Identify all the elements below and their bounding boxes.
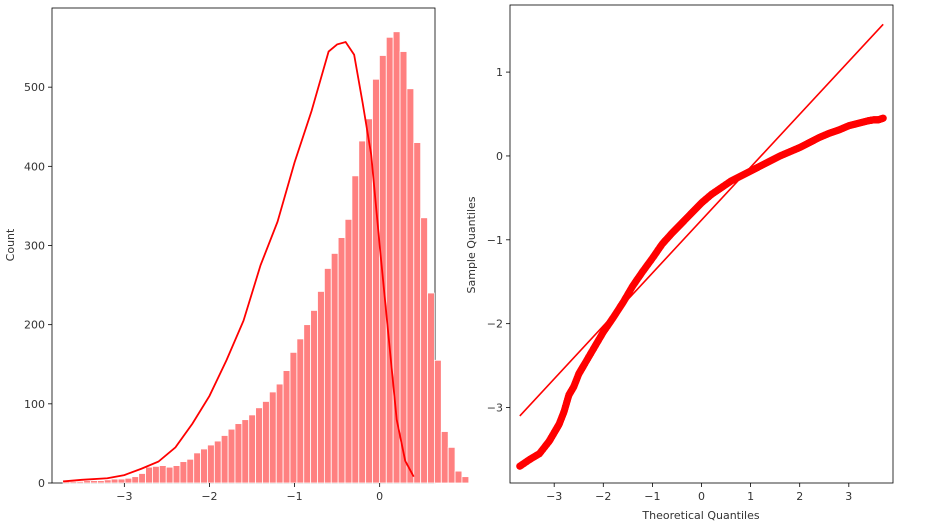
qq-axes-frame <box>509 4 894 484</box>
histogram-kde-line <box>62 40 415 483</box>
qq-reference-line <box>519 23 884 417</box>
histogram-bar <box>248 414 257 484</box>
histogram-bar <box>337 237 346 484</box>
histogram-y-tick-label: 0 <box>38 477 45 490</box>
histogram-bar <box>165 466 174 484</box>
histogram-bar <box>179 461 188 484</box>
qq-x-axis-label: Theoretical Quantiles <box>641 509 759 522</box>
histogram-y-tick-label: 100 <box>24 398 45 411</box>
qq-x-tick-label: 0 <box>698 490 705 503</box>
histogram-y-tick-label: 500 <box>24 81 45 94</box>
histogram-bar <box>454 470 463 484</box>
histogram-panel: −3 −2 −1 0 0 100 200 300 400 500 Count <box>4 7 470 503</box>
histogram-bar <box>200 448 208 484</box>
histogram-bar <box>76 481 85 484</box>
histogram-bar <box>317 291 325 484</box>
histogram-bar <box>282 370 291 484</box>
qq-points <box>516 114 887 470</box>
histogram-bar <box>323 268 332 484</box>
qq-y-ticks: −3 −2 −1 0 1 <box>487 66 510 415</box>
histogram-bar <box>158 465 167 484</box>
histogram-bar <box>296 338 305 484</box>
histogram-bar <box>358 140 367 484</box>
histogram-y-axis-label: Count <box>4 228 17 261</box>
histogram-bar <box>275 383 284 484</box>
histogram-bar <box>103 479 112 484</box>
histogram-bar <box>131 476 140 484</box>
histogram-y-tick-label: 200 <box>24 319 45 332</box>
histogram-x-ticks: −3 −2 −1 0 <box>116 483 383 503</box>
histogram-bar <box>372 78 380 484</box>
histogram-bar <box>138 473 146 484</box>
histogram-bar <box>420 217 428 484</box>
histogram-bar <box>193 452 202 484</box>
qq-y-tick-label: 1 <box>496 66 503 79</box>
histogram-bar <box>220 435 229 484</box>
qq-x-tick-label: 2 <box>796 490 803 503</box>
histogram-bar <box>399 51 408 484</box>
qq-x-tick-label: −2 <box>595 490 611 503</box>
histogram-bar <box>234 423 243 484</box>
histogram-bar <box>69 481 78 484</box>
histogram-bar <box>110 478 119 484</box>
histogram-bar <box>427 292 435 484</box>
histogram-bar <box>385 36 394 484</box>
qq-x-tick-label: 1 <box>747 490 754 503</box>
histogram-bar <box>186 458 195 484</box>
histogram-bar <box>344 218 353 484</box>
histogram-x-tick-label: 0 <box>376 490 383 503</box>
histogram-bar <box>461 476 470 484</box>
qq-y-tick-label: −1 <box>487 234 503 247</box>
histogram-bar <box>227 428 236 484</box>
histogram-bar <box>262 401 270 484</box>
histogram-x-tick-label: −2 <box>201 490 217 503</box>
histogram-bar <box>268 391 277 484</box>
histogram-bar <box>447 446 456 484</box>
histogram-bar <box>434 359 442 484</box>
histogram-bar <box>351 175 360 484</box>
histogram-x-tick-label: −1 <box>286 490 302 503</box>
qq-x-tick-label: −1 <box>644 490 660 503</box>
histogram-bar <box>310 310 318 484</box>
histogram-bar <box>255 407 263 484</box>
histogram-bar <box>90 480 98 484</box>
histogram-bar <box>330 253 339 484</box>
histogram-bar <box>440 431 449 484</box>
histogram-bar <box>303 324 312 484</box>
histogram-y-ticks: 0 100 200 300 400 500 <box>24 81 52 490</box>
histogram-bar <box>365 118 373 484</box>
histogram-bar <box>241 419 250 484</box>
histogram-bar <box>207 444 215 484</box>
qq-x-ticks: −3 −2 −1 0 1 2 3 <box>546 483 852 503</box>
histogram-bar <box>117 478 126 484</box>
histogram-bar <box>83 480 91 484</box>
histogram-bar <box>97 480 105 484</box>
histogram-bar <box>413 142 422 484</box>
qq-y-tick-label: −3 <box>487 402 503 415</box>
histogram-bar <box>213 440 222 484</box>
histogram-x-tick-label: −3 <box>116 490 132 503</box>
histogram-bar <box>152 465 160 484</box>
histogram-bar <box>172 465 181 484</box>
qq-y-axis-label: Sample Quantiles <box>465 196 478 293</box>
qq-y-tick-label: 0 <box>496 150 503 163</box>
histogram-bar <box>145 466 153 484</box>
qq-point <box>879 114 887 122</box>
qq-y-tick-label: −2 <box>487 318 503 331</box>
qq-x-tick-label: −3 <box>546 490 562 503</box>
qq-x-tick-label: 3 <box>845 490 852 503</box>
histogram-y-tick-label: 300 <box>24 240 45 253</box>
histogram-bar <box>124 477 133 484</box>
histogram-bar <box>289 351 298 484</box>
histogram-y-tick-label: 400 <box>24 160 45 173</box>
qq-plot-panel: −3 −2 −1 0 1 2 3 −3 −2 −1 0 1 Theoretical Quantile… <box>465 4 894 522</box>
histogram-bar <box>406 88 415 484</box>
